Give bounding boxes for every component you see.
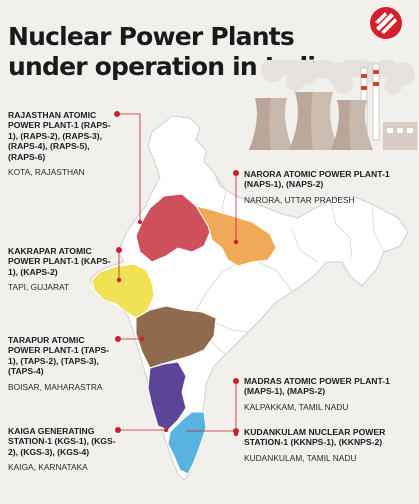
kaps-name: Kakrapar Atomic Power Plant-1 (KAPS-1), … (8, 246, 111, 277)
kknps-label: Kudankulam Nuclear Power Station-1 (KKNP… (244, 427, 414, 463)
kgs-location: Kaiga, Karnataka (8, 462, 88, 473)
raps-site-marker (137, 219, 143, 225)
kaps-label: Kakrapar Atomic Power Plant-1 (KAPS-1), … (8, 246, 116, 292)
naps-label: Narora Atomic Power Plant-1 (NAPS-1), (N… (244, 169, 394, 205)
kgs-name: Kaiga Generating Station-1 (KGS-1), (KGS… (8, 426, 116, 457)
tamil-nadu-region (167, 411, 207, 475)
kgs-label: Kaiga Generating Station-1 (KGS-1), (KGS… (8, 426, 116, 472)
kknps-name: Kudankulam Nuclear Power Station-1 (KKNP… (244, 427, 386, 448)
naps-name: Narora Atomic Power Plant-1 (NAPS-1), (N… (244, 169, 390, 190)
kknps-location: Kudankulam, Tamil Nadu (244, 452, 357, 463)
taps-site-marker (139, 336, 145, 342)
raps-label: Rajasthan Atomic Power Plant-1 (RAPS-1),… (8, 110, 116, 177)
taps-label: Tarapur Atomic Power Plant-1 (TAPS-1), (… (8, 335, 116, 392)
kaps-label-dot (116, 247, 122, 253)
naps-site-marker (233, 239, 239, 245)
raps-leader-line (117, 113, 141, 220)
karnataka-region (147, 361, 187, 431)
maps-label: Madras Atomic Power Plant-1 (MAPS-1), (M… (244, 376, 394, 412)
indian-express-logo-icon (370, 7, 402, 39)
raps-label-dot (114, 111, 120, 117)
naps-label-dot (233, 170, 239, 176)
maps-name: Madras Atomic Power Plant-1 (MAPS-1), (M… (244, 376, 390, 397)
kgs-site-marker (163, 427, 169, 433)
maharashtra-region (135, 305, 217, 369)
kknps-label-dot (233, 428, 239, 434)
rajasthan-region (135, 193, 211, 263)
raps-name: Rajasthan Atomic Power Plant-1 (RAPS-1),… (8, 110, 111, 162)
kaps-site-marker (116, 277, 122, 283)
naps-location: Narora, Uttar Pradesh (244, 194, 355, 205)
kgs-label-dot (115, 427, 121, 433)
maps-label-dot (233, 378, 239, 384)
cooling-tower-illustration (249, 60, 417, 150)
maps-location: Kalpakkam, Tamil Nadu (244, 401, 349, 412)
taps-name: Tarapur Atomic Power Plant-1 (TAPS-1), (… (8, 335, 110, 377)
taps-label-dot (115, 336, 121, 342)
raps-location: Kota, Rajasthan (8, 167, 85, 178)
taps-location: Boisar, Maharastra (8, 381, 103, 392)
kaps-location: Tapi, Gujarat (8, 282, 70, 293)
